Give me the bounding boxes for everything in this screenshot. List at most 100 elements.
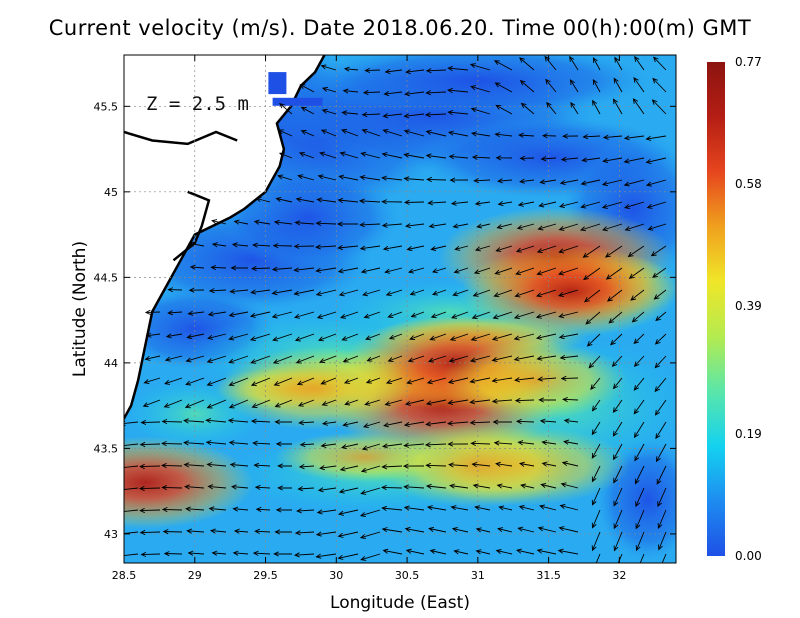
velocity-arrow: [647, 223, 667, 231]
velocity-arrow: [250, 377, 271, 387]
velocity-arrow: [491, 355, 513, 363]
velocity-arrow: [161, 484, 183, 491]
velocity-arrow: [124, 509, 139, 512]
velocity-arrow: [317, 333, 337, 342]
velocity-arrow: [425, 483, 447, 489]
velocity-arrow: [601, 201, 623, 209]
velocity-arrow: [448, 355, 469, 363]
velocity-arrow: [299, 442, 315, 448]
velocity-arrow: [426, 176, 447, 183]
velocity-arrow: [580, 179, 601, 186]
velocity-arrow: [255, 197, 271, 203]
velocity-arrow: [230, 265, 249, 271]
velocity-arrow: [361, 112, 381, 118]
velocity-arrow: [207, 333, 227, 340]
velocity-arrow: [294, 333, 315, 342]
velocity-arrow: [277, 463, 293, 469]
velocity-arrow: [271, 311, 293, 319]
velocity-arrow: [183, 462, 205, 468]
velocity-arrow: [233, 528, 249, 534]
velocity-arrow: [339, 151, 359, 159]
velocity-arrow: [491, 398, 513, 404]
velocity-arrow: [339, 465, 359, 472]
velocity-arrow: [513, 311, 535, 320]
velocity-arrow: [205, 440, 227, 446]
velocity-arrow: [623, 157, 645, 164]
velocity-arrow: [569, 79, 579, 93]
velocity-arrow: [633, 333, 645, 345]
velocity-arrow: [451, 527, 469, 533]
velocity-arrow: [321, 86, 337, 93]
velocity-arrow: [382, 245, 403, 251]
velocity-arrow: [654, 399, 667, 416]
velocity-arrow: [320, 129, 337, 137]
velocity-arrow: [188, 287, 205, 293]
velocity-arrow: [545, 78, 557, 93]
velocity-arrow: [228, 377, 249, 387]
velocity-arrow: [405, 399, 425, 406]
velocity-arrow: [360, 465, 381, 473]
velocity-arrow: [537, 526, 557, 533]
colorbar-tick-label: 0.00: [735, 549, 762, 563]
velocity-arrow: [338, 289, 359, 297]
velocity-arrow: [250, 355, 271, 364]
velocity-arrow: [425, 129, 447, 137]
velocity-arrow: [430, 245, 447, 252]
velocity-arrow: [498, 505, 513, 511]
velocity-arrow: [206, 355, 227, 364]
velocity-arrow: [296, 508, 315, 514]
velocity-arrow: [539, 179, 557, 185]
velocity-arrow: [250, 265, 271, 272]
velocity-arrow: [206, 462, 227, 468]
velocity-arrow: [653, 289, 667, 300]
velocity-arrow: [380, 484, 403, 491]
velocity-arrow: [470, 107, 491, 115]
velocity-arrow: [469, 399, 491, 405]
velocity-arrow: [315, 531, 337, 537]
velocity-arrow: [591, 399, 601, 412]
velocity-arrow: [227, 418, 249, 424]
velocity-arrow: [315, 267, 337, 273]
velocity-arrow: [540, 156, 557, 162]
velocity-arrow: [361, 443, 381, 451]
velocity-arrow: [381, 222, 403, 228]
velocity-arrow: [254, 484, 271, 490]
velocity-arrow: [337, 245, 359, 251]
velocity-arrow: [610, 333, 623, 346]
velocity-arrow: [319, 355, 337, 364]
velocity-arrow: [274, 529, 293, 535]
velocity-arrow: [230, 484, 249, 490]
velocity-arrow: [541, 133, 557, 139]
velocity-arrow: [495, 245, 513, 253]
velocity-arrow: [430, 311, 447, 319]
velocity-arrow: [494, 132, 513, 138]
velocity-arrow: [124, 465, 139, 468]
velocity-arrow: [317, 174, 337, 181]
y-axis: 43 43.5 44 44.5 45 45.5: [94, 100, 676, 541]
velocity-arrow: [447, 130, 469, 137]
velocity-arrow: [591, 487, 601, 506]
velocity-arrow: [424, 442, 447, 448]
velocity-arrow: [447, 377, 469, 385]
velocity-arrow: [387, 355, 403, 362]
velocity-arrow: [208, 506, 227, 512]
velocity-arrow: [495, 104, 513, 115]
velocity-arrow: [517, 440, 535, 446]
velocity-arrow: [491, 333, 513, 341]
velocity-arrow: [558, 333, 579, 340]
velocity-arrow: [382, 548, 403, 555]
velocity-arrow: [143, 377, 161, 385]
velocity-arrow: [163, 551, 183, 557]
velocity-arrow: [209, 528, 227, 534]
velocity-arrow: [558, 267, 579, 276]
velocity-arrow: [496, 483, 513, 489]
velocity-arrow: [403, 129, 425, 137]
land-mass: [124, 55, 326, 422]
velocity-arrow: [519, 57, 535, 71]
velocity-arrow: [602, 157, 623, 164]
velocity-arrow: [388, 333, 403, 340]
velocity-arrow: [492, 311, 513, 320]
velocity-arrow: [320, 64, 337, 71]
velocity-arrow: [229, 462, 249, 468]
velocity-arrow: [228, 399, 249, 409]
